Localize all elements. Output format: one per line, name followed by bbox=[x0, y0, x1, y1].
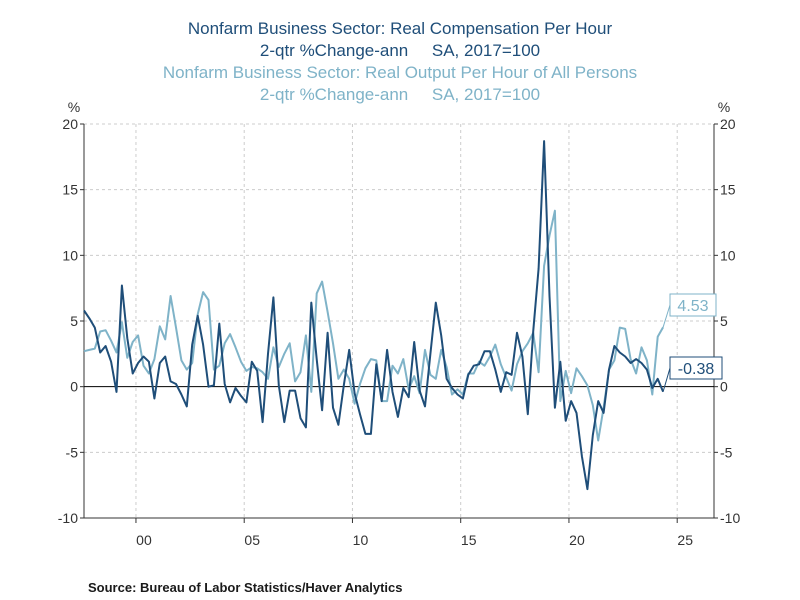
y-tick-label-left: 10 bbox=[62, 247, 78, 263]
y-tick-label-left: -5 bbox=[66, 444, 79, 460]
series-line-output bbox=[83, 209, 664, 442]
end-label-compensation-box bbox=[669, 356, 723, 380]
y-axis-label-right: % bbox=[718, 99, 730, 115]
y-tick-label-right: 10 bbox=[720, 247, 736, 263]
y-axis-label-left: % bbox=[68, 99, 80, 115]
y-tick-label-left: 0 bbox=[70, 379, 78, 395]
series2-title: Nonfarm Business Sector: Real Output Per… bbox=[162, 63, 638, 82]
end-label-output-box bbox=[669, 293, 717, 317]
y-tick-label-left: 15 bbox=[62, 182, 78, 198]
series-line-compensation bbox=[83, 140, 665, 491]
series1-title: Nonfarm Business Sector: Real Compensati… bbox=[187, 19, 613, 38]
series2-subtitle: 2-qtr %Change-ann SA, 2017=100 bbox=[259, 85, 541, 104]
source-note: Source: Bureau of Labor Statistics/Haver… bbox=[88, 580, 403, 595]
x-tick-label: 05 bbox=[244, 532, 260, 548]
chart-titles: Nonfarm Business Sector: Real Compensati… bbox=[0, 18, 800, 106]
y-tick-label-right: -10 bbox=[720, 510, 740, 526]
y-tick-label-right: 0 bbox=[720, 379, 728, 395]
series1-subtitle: 2-qtr %Change-ann SA, 2017=100 bbox=[259, 41, 541, 60]
end-label-compensation: -0.38 bbox=[678, 361, 715, 378]
end-label-output-leader bbox=[662, 304, 671, 328]
end-label-compensation-leader bbox=[662, 367, 671, 392]
y-tick-label-left: -10 bbox=[58, 510, 78, 526]
y-tick-label-right: 15 bbox=[720, 182, 736, 198]
x-tick-label: 25 bbox=[677, 532, 693, 548]
y-tick-label-left: 20 bbox=[62, 116, 78, 132]
y-tick-label-right: 5 bbox=[720, 313, 728, 329]
y-tick-label-right: -5 bbox=[720, 444, 733, 460]
y-tick-label-right: 20 bbox=[720, 116, 736, 132]
end-label-output: 4.53 bbox=[677, 298, 708, 315]
x-tick-label: 00 bbox=[136, 532, 152, 548]
y-tick-label-left: 5 bbox=[70, 313, 78, 329]
x-tick-label: 10 bbox=[353, 532, 369, 548]
x-tick-label: 20 bbox=[569, 532, 585, 548]
x-tick-label: 15 bbox=[461, 532, 477, 548]
